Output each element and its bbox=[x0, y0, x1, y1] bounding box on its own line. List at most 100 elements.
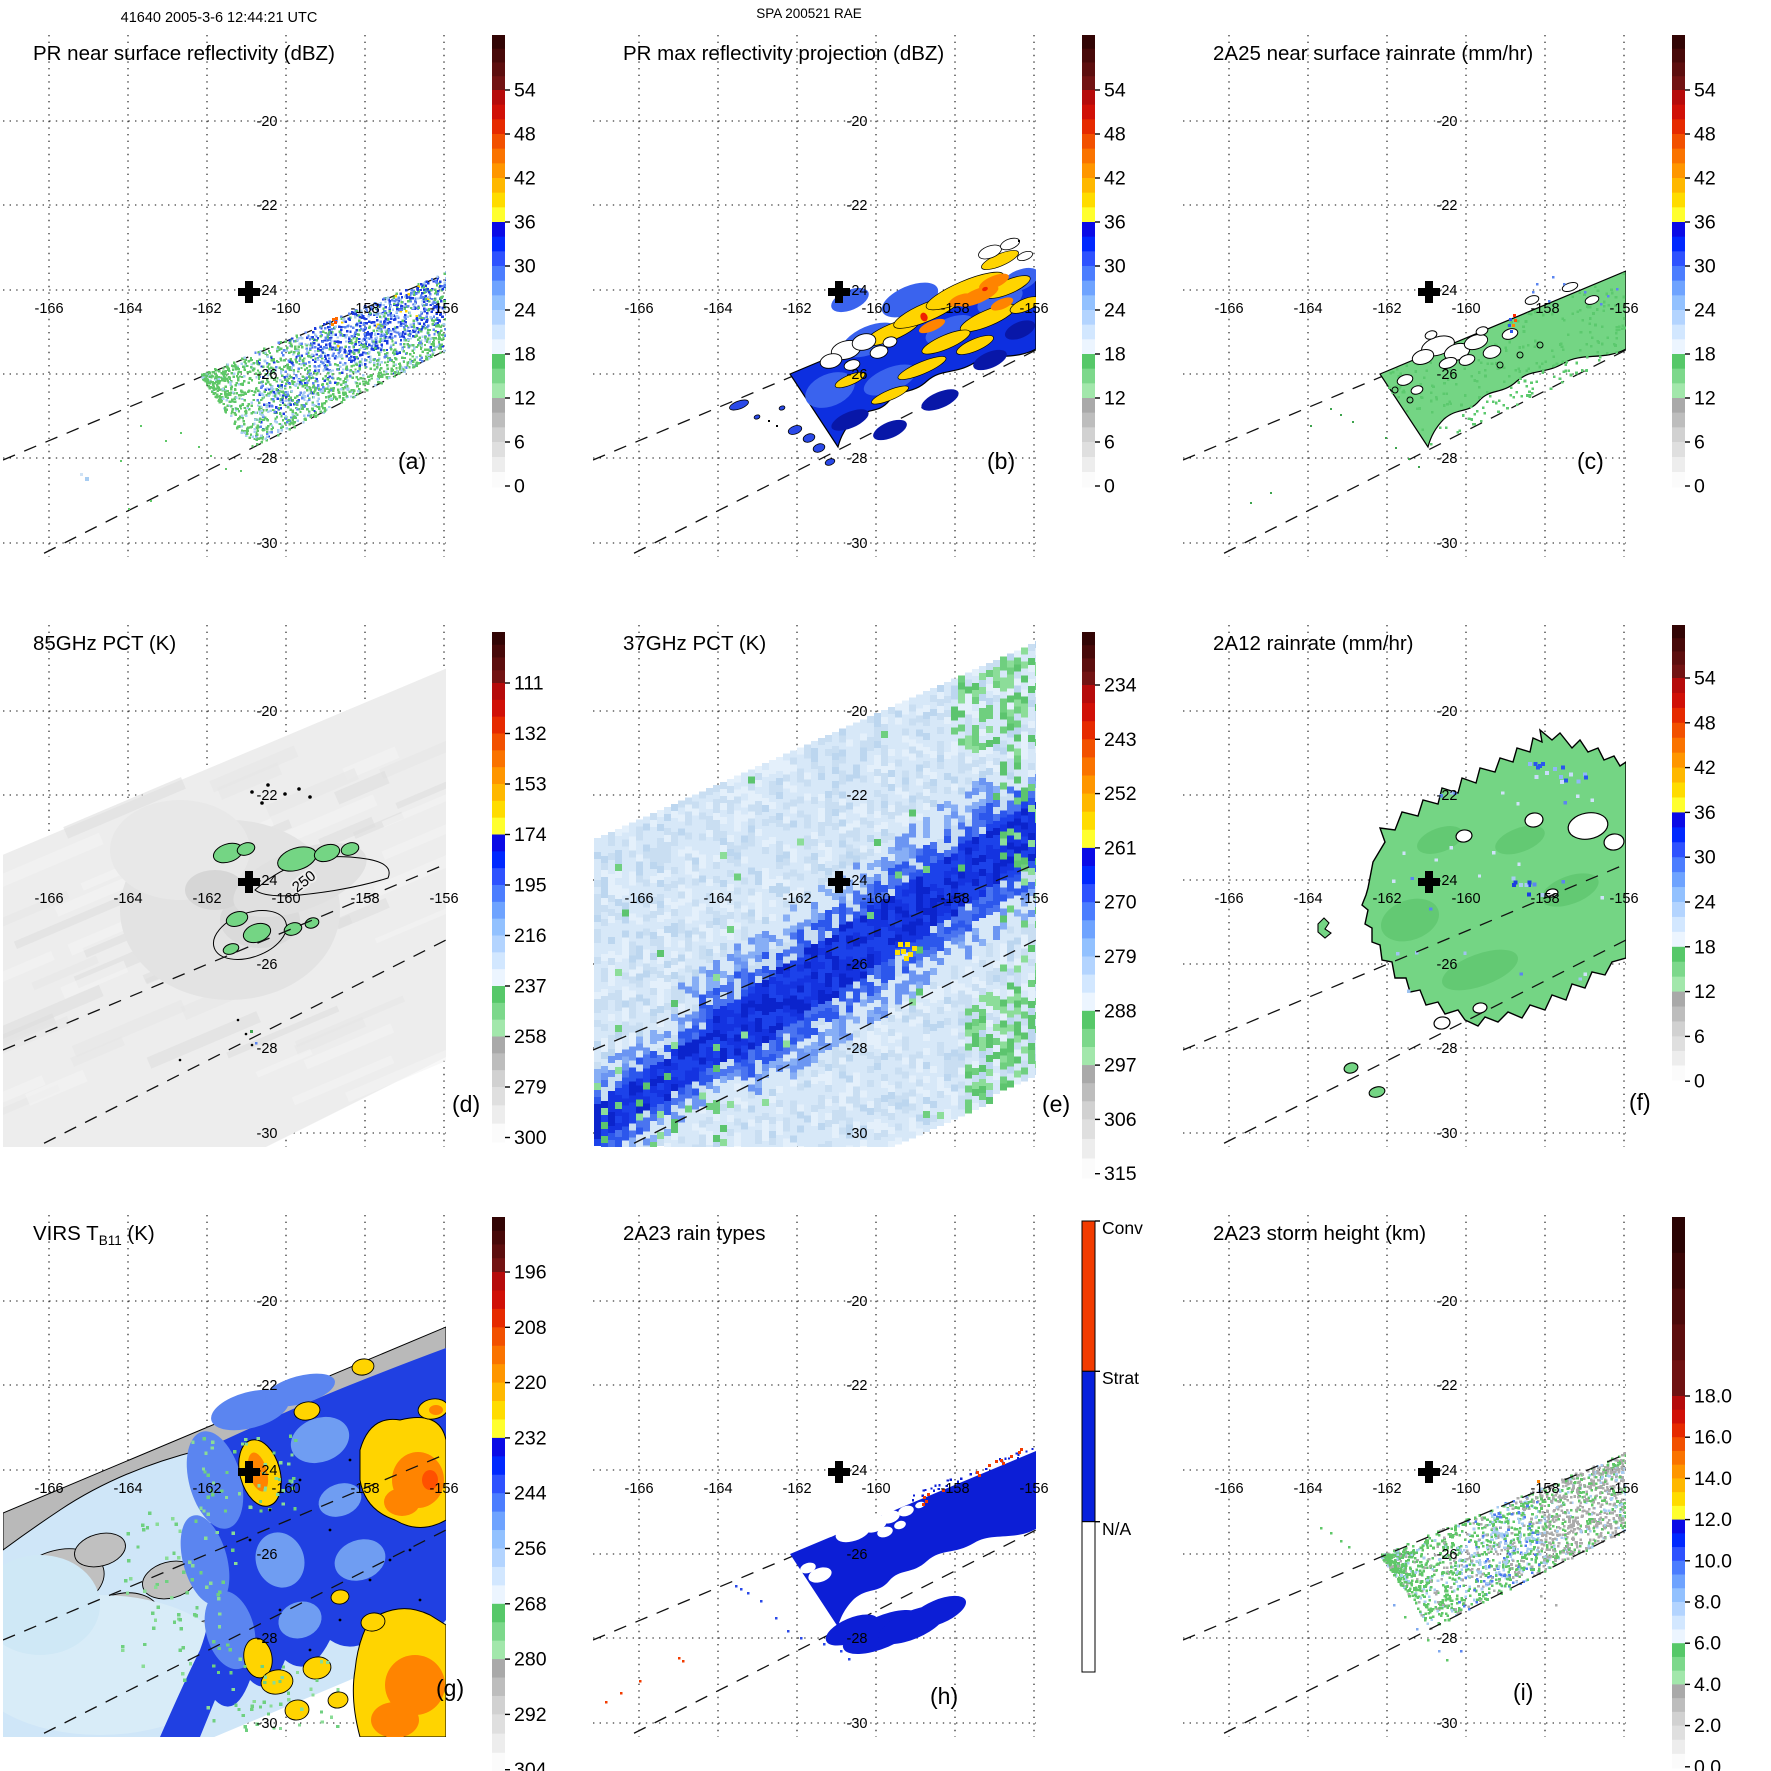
colorbar-segment bbox=[1672, 398, 1685, 414]
colorbar-segment bbox=[1672, 1656, 1685, 1672]
colorbar-tick-label: 306 bbox=[1104, 1109, 1137, 1131]
colorbar-segment bbox=[1672, 1739, 1685, 1755]
panel-title: 37GHz PCT (K) bbox=[623, 632, 766, 655]
lon-tick-label: -164 bbox=[1293, 301, 1322, 317]
colorbar-segment bbox=[492, 119, 505, 135]
colorbar-segment bbox=[492, 1401, 505, 1420]
colorbar-segment bbox=[492, 632, 505, 646]
colorbar-segment bbox=[1082, 1119, 1095, 1140]
lon-tick-label: -158 bbox=[940, 301, 969, 317]
colorbar-segment bbox=[1082, 412, 1095, 428]
panel-f: -166 -164 -162 -160 -158 -156-20-22-24-26-28-… bbox=[1183, 625, 1716, 1147]
colorbar-segment bbox=[1672, 1588, 1685, 1603]
colorbar-tick-label: 24 bbox=[1694, 892, 1716, 914]
colorbar-segment bbox=[492, 1677, 505, 1697]
colorbar-tick-label: 48 bbox=[1694, 712, 1716, 734]
colorbar: 18.0 16.0 14.0 12.0 10.0 8.0 6.0 4.0 2.0 0.0 bbox=[1672, 1217, 1732, 1771]
colorbar-tick-label: 0.0 bbox=[1694, 1756, 1721, 1771]
colorbar-tick-label: 270 bbox=[1104, 892, 1137, 914]
colorbar-segment bbox=[1672, 354, 1685, 370]
colorbar-tick-label: 12 bbox=[1104, 388, 1126, 410]
colorbar-segment bbox=[492, 868, 505, 886]
lat-tick-label: -24 bbox=[257, 873, 278, 889]
lat-axis-labels: -20 -22 -24 -26 -28 -30 bbox=[1437, 114, 1458, 552]
colorbar-segment bbox=[492, 383, 505, 399]
lon-tick-label: -164 bbox=[703, 301, 732, 317]
lat-tick-label: -30 bbox=[847, 536, 868, 552]
colorbar-tick-label: 30 bbox=[1694, 256, 1716, 278]
colorbar-segment bbox=[492, 1217, 505, 1232]
lon-tick-label: -156 bbox=[429, 1481, 458, 1497]
colorbar-segment bbox=[1082, 280, 1095, 296]
panel-a: -166 -164 -162 -160 -158 -156-20-22-24-26-28-… bbox=[3, 10, 536, 557]
colorbar-segment bbox=[1672, 1519, 1685, 1534]
colorbar-tick-label: 111 bbox=[514, 673, 544, 695]
lon-tick-label: -164 bbox=[1293, 891, 1322, 907]
colorbar-segment bbox=[1672, 812, 1685, 828]
colorbar-segment bbox=[1672, 412, 1685, 428]
lon-tick-label: -156 bbox=[429, 891, 458, 907]
lat-tick-label: -20 bbox=[847, 1294, 868, 1310]
colorbar-segment bbox=[1672, 767, 1685, 783]
storm-center-marker bbox=[828, 871, 850, 893]
lat-tick-label: -30 bbox=[257, 1716, 278, 1732]
map-data-layer bbox=[594, 641, 1036, 1147]
colorbar-segment bbox=[1672, 339, 1685, 355]
lon-tick-label: -158 bbox=[350, 301, 379, 317]
colorbar-segment bbox=[1082, 35, 1095, 50]
colorbar-segment bbox=[1672, 280, 1685, 296]
panel-title: 2A23 rain types bbox=[623, 1222, 765, 1245]
colorbar-segment bbox=[1082, 457, 1095, 473]
panel-letter: (f) bbox=[1629, 1089, 1651, 1115]
lon-tick-label: -156 bbox=[1609, 301, 1638, 317]
lon-tick-label: -160 bbox=[861, 301, 890, 317]
colorbar-tick-label: 6 bbox=[514, 432, 525, 454]
panel-d: 250-166 -164 -162 -160 -158 -156-20-22-24-26-… bbox=[3, 625, 547, 1149]
lat-tick-label: -22 bbox=[847, 788, 868, 804]
colorbar-tick-label: 2.0 bbox=[1694, 1715, 1721, 1737]
colorbar-segment bbox=[492, 192, 505, 208]
colorbar-segment bbox=[1082, 354, 1095, 370]
colorbar-tick-label: 0 bbox=[1104, 476, 1115, 498]
colorbar-segment bbox=[1672, 782, 1685, 798]
lon-tick-label: -158 bbox=[1530, 301, 1559, 317]
lat-tick-label: -24 bbox=[1437, 1463, 1458, 1479]
colorbar-tick-label: N/A bbox=[1102, 1519, 1132, 1539]
colorbar-segment bbox=[1672, 1450, 1685, 1466]
lon-tick-label: -164 bbox=[703, 891, 732, 907]
colorbar: 54 48 42 36 30 24 18 12 6 0 bbox=[1672, 625, 1716, 1093]
colorbar-segment bbox=[1672, 1464, 1685, 1479]
colorbar-segment bbox=[1672, 48, 1685, 63]
panel-title: PR max reflectivity projection (dBZ) bbox=[623, 42, 944, 65]
colorbar-segment bbox=[492, 1327, 505, 1347]
colorbar-segment bbox=[1672, 104, 1685, 120]
lon-tick-label: -158 bbox=[940, 1481, 969, 1497]
colorbar-tick-label: 216 bbox=[514, 925, 547, 947]
colorbar-segment bbox=[1672, 902, 1685, 918]
colorbar-segment bbox=[1081, 1370, 1096, 1523]
colorbar-tick-label: 279 bbox=[1104, 946, 1137, 968]
colorbar-tick-label: 18 bbox=[1694, 936, 1716, 958]
colorbar-segment bbox=[492, 1290, 505, 1310]
colorbar-segment bbox=[492, 76, 505, 91]
colorbar-tick-label: 24 bbox=[1694, 300, 1716, 322]
colorbar-segment bbox=[492, 657, 505, 671]
panel-title: PR near surface reflectivity (dBZ) bbox=[33, 42, 335, 65]
colorbar-segment bbox=[1672, 251, 1685, 267]
lat-tick-label: -28 bbox=[257, 451, 278, 467]
panel-letter: (e) bbox=[1042, 1091, 1070, 1117]
colorbar-segment bbox=[1082, 721, 1095, 740]
colorbar-segment bbox=[1082, 148, 1095, 164]
colorbar-tick-label: 54 bbox=[1694, 668, 1716, 690]
colorbar-segment bbox=[1672, 1533, 1685, 1548]
colorbar-segment bbox=[492, 952, 505, 970]
panel-i: -166 -164 -162 -160 -158 -156-20-22-24-26-28-… bbox=[1183, 1215, 1732, 1771]
colorbar-tick-label: 18 bbox=[514, 344, 536, 366]
colorbar-segment bbox=[1672, 1505, 1685, 1520]
lat-tick-label: -28 bbox=[847, 1631, 868, 1647]
colorbar-segment bbox=[1672, 1437, 1685, 1452]
colorbar-segment bbox=[1672, 1684, 1685, 1699]
colorbar-segment bbox=[492, 918, 505, 936]
colorbar-segment bbox=[492, 1070, 505, 1088]
colorbar-segment bbox=[492, 427, 505, 443]
